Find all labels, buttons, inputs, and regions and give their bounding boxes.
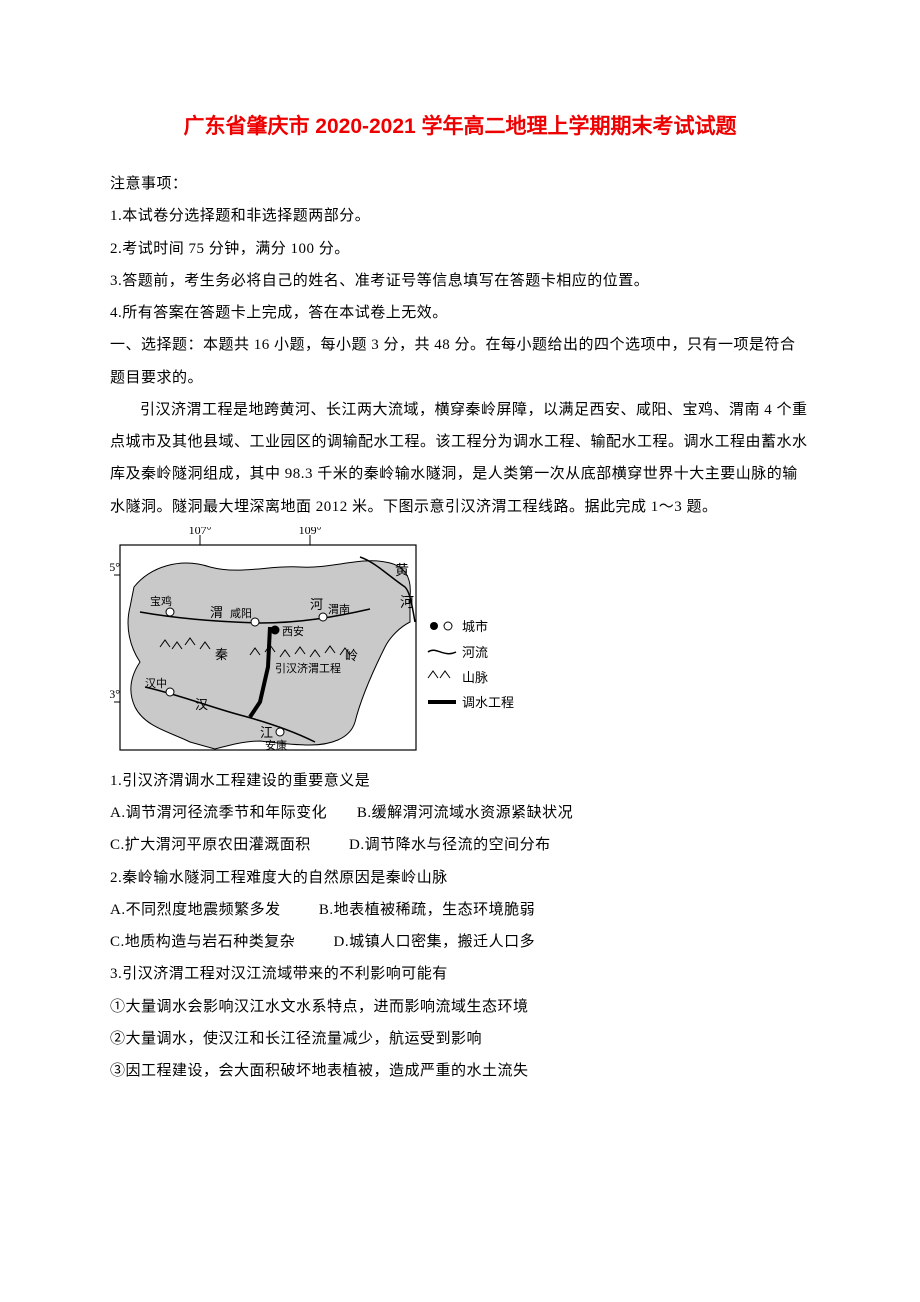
legend-label: 城市 [462,619,488,634]
city-marker [251,618,259,626]
map-figure: 107° 109° 35° 33° 黄 河 渭 河 汉 江 秦 岭 引汉济渭工程… [110,527,810,759]
option-b: B.缓解渭河流域水资源紧缺状况 [357,805,573,821]
question-option: ③因工程建设，会大面积破坏地表植被，造成严重的水土流失 [110,1055,810,1087]
lon-label: 109° [299,527,322,537]
city-label: 西安 [282,624,304,638]
question-option: ②大量调水，使汉江和长江径流量减少，航运受到影响 [110,1023,810,1055]
question-option: C.地质构造与岩石种类复杂 D.城镇人口密集，搬迁人口多 [110,926,810,958]
notice-item: 4.所有答案在答题卡上完成，答在本试卷上无效。 [110,297,810,329]
legend-label: 山脉 [462,670,488,685]
lon-label: 107° [189,527,212,537]
question-option: A.不同烈度地震频繁多发 B.地表植被稀疏，生态环境脆弱 [110,894,810,926]
question-stem: 2.秦岭输水隧洞工程难度大的自然原因是秦岭山脉 [110,862,810,894]
page-title: 广东省肇庆市 2020-2021 学年高二地理上学期期末考试试题 [110,110,810,140]
section-heading: 一、选择题：本题共 16 小题，每小题 3 分，共 48 分。在每小题给出的四个… [110,329,810,394]
option-c: C.地质构造与岩石种类复杂 [110,934,295,950]
mountain-label: 秦 [215,647,228,662]
river-label: 河 [400,595,414,611]
mountain-label: 岭 [345,648,358,663]
question-stem: 1.引汉济渭调水工程建设的重要意义是 [110,765,810,797]
city-marker [271,626,279,634]
river-label: 河 [310,597,323,612]
lat-label: 33° [110,687,120,701]
passage-text: 引汉济渭工程是地跨黄河、长江两大流域，横穿秦岭屏障，以满足西安、咸阳、宝鸡、渭南… [110,394,810,523]
question-option: ①大量调水会影响汉江水文水系特点，进而影响流域生态环境 [110,991,810,1023]
project-label: 引汉济渭工程 [275,661,341,675]
notice-item: 3.答题前，考生务必将自己的姓名、准考证号等信息填写在答题卡相应的位置。 [110,265,810,297]
question-option: A.调节渭河径流季节和年际变化 B.缓解渭河流域水资源紧缺状况 [110,797,810,829]
legend-label: 调水工程 [462,695,514,710]
river-label: 渭 [210,605,223,620]
lat-label: 35° [110,560,120,574]
city-label: 宝鸡 [150,594,172,608]
option-d: D.城镇人口密集，搬迁人口多 [334,934,536,950]
city-label: 汉中 [145,677,167,690]
city-label: 安康 [265,738,287,752]
city-marker [276,728,284,736]
river-label: 江 [260,725,273,740]
option-a: A.不同烈度地震频繁多发 [110,902,281,918]
notice-item: 1.本试卷分选择题和非选择题两部分。 [110,200,810,232]
option-a: A.调节渭河径流季节和年际变化 [110,805,327,821]
legend-label: 河流 [462,645,488,660]
city-marker [166,688,174,696]
option-c: C.扩大渭河平原农田灌溉面积 [110,837,311,853]
option-b: B.地表植被稀疏，生态环境脆弱 [319,902,535,918]
river-label: 黄 [395,562,409,579]
notice-item: 2.考试时间 75 分钟，满分 100 分。 [110,233,810,265]
city-label: 咸阳 [230,607,252,620]
city-label: 渭南 [328,603,350,616]
option-d: D.调节降水与径流的空间分布 [349,837,551,853]
question-option: C.扩大渭河平原农田灌溉面积 D.调节降水与径流的空间分布 [110,829,810,861]
river-label: 汉 [195,697,208,712]
question-stem: 3.引汉济渭工程对汉江流域带来的不利影响可能有 [110,958,810,990]
city-marker [319,613,327,621]
notice-header: 注意事项： [110,168,810,200]
city-marker [166,608,174,616]
